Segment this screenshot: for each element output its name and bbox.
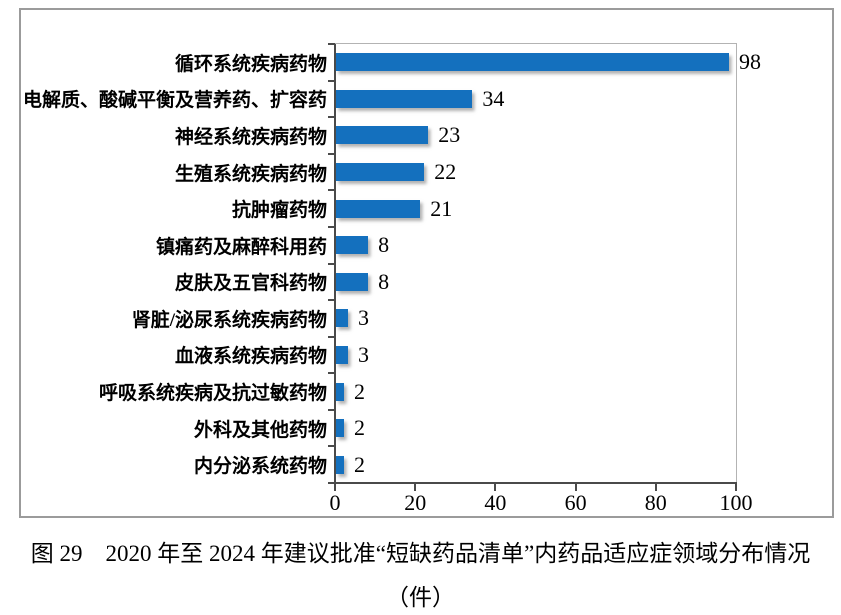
bar xyxy=(336,272,369,291)
x-axis-tick xyxy=(414,484,417,491)
y-axis-tick xyxy=(328,189,335,192)
y-axis-tick xyxy=(328,482,335,484)
bar-value-label: 8 xyxy=(378,232,390,258)
x-axis-tick-label: 60 xyxy=(564,490,587,515)
bar xyxy=(336,163,425,182)
bar xyxy=(336,236,369,255)
x-axis-tick xyxy=(334,484,336,491)
category-label: 神经系统疾病药物 xyxy=(174,126,327,148)
bar-value-label: 23 xyxy=(438,122,461,148)
y-axis-tick xyxy=(328,445,335,448)
figure-caption: 图 29 2020 年至 2024 年建议批准“短缺药品清单”内药品适应症领域分… xyxy=(30,541,811,566)
bar-value-label: 34 xyxy=(482,85,505,111)
category-label: 抗肿瘤药物 xyxy=(231,200,327,222)
bar xyxy=(336,382,345,401)
category-label: 皮肤及五官科药物 xyxy=(174,273,327,295)
bar-value-label: 21 xyxy=(430,195,453,221)
category-label: 循环系统疾病药物 xyxy=(174,53,327,75)
bar xyxy=(336,126,429,145)
y-axis-tick xyxy=(328,116,335,119)
bar-value-label: 2 xyxy=(354,415,366,441)
category-label: 电解质、酸碱平衡及营养药、扩容药 xyxy=(22,90,327,112)
bar xyxy=(336,455,345,474)
bar-value-label: 3 xyxy=(358,341,370,367)
bar-value-label: 2 xyxy=(354,378,366,404)
plot-area-right-border xyxy=(736,43,737,484)
x-axis-line xyxy=(334,482,737,484)
bar xyxy=(336,419,345,438)
x-axis-tick-label: 100 xyxy=(719,490,753,515)
x-axis-tick xyxy=(735,484,737,491)
y-axis-tick xyxy=(328,152,335,155)
x-axis-tick xyxy=(494,484,497,491)
category-label: 镇痛药及麻醉科用药 xyxy=(155,236,327,258)
x-axis-tick-label: 20 xyxy=(404,490,427,515)
plot-area-top-border xyxy=(335,43,737,44)
bar-value-label: 8 xyxy=(378,268,390,294)
category-label: 内分泌系统药物 xyxy=(193,456,327,478)
bar-value-label: 22 xyxy=(434,159,457,185)
bar xyxy=(336,199,421,218)
bar xyxy=(336,89,473,108)
y-axis-tick xyxy=(328,43,335,45)
category-label: 呼吸系统疾病及抗过敏药物 xyxy=(98,383,327,405)
x-axis-tick-label: 40 xyxy=(484,490,507,515)
y-axis-tick xyxy=(328,335,335,338)
category-label: 血液系统疾病药物 xyxy=(174,346,327,368)
x-axis-tick-label: 80 xyxy=(644,490,667,515)
bar-value-label: 3 xyxy=(358,305,370,331)
bar-value-label: 2 xyxy=(354,451,366,477)
y-axis-tick xyxy=(328,79,335,82)
bar xyxy=(336,345,349,364)
x-axis-tick-label: 0 xyxy=(329,490,341,515)
y-axis-tick xyxy=(328,372,335,375)
category-label: 肾脏/泌尿系统疾病药物 xyxy=(131,309,327,331)
y-axis-tick xyxy=(328,408,335,411)
y-axis-tick xyxy=(328,299,335,302)
x-axis-tick xyxy=(654,484,657,491)
category-label: 生殖系统疾病药物 xyxy=(174,163,327,185)
category-label: 外科及其他药物 xyxy=(193,419,327,441)
bar xyxy=(336,309,349,328)
y-axis-tick xyxy=(328,262,335,265)
bar-value-label: 98 xyxy=(738,49,761,75)
y-axis-line xyxy=(334,44,336,484)
y-axis-tick xyxy=(328,225,335,228)
figure-caption-unit: （件） xyxy=(386,585,455,610)
x-axis-tick xyxy=(574,484,577,491)
bar xyxy=(336,53,729,72)
